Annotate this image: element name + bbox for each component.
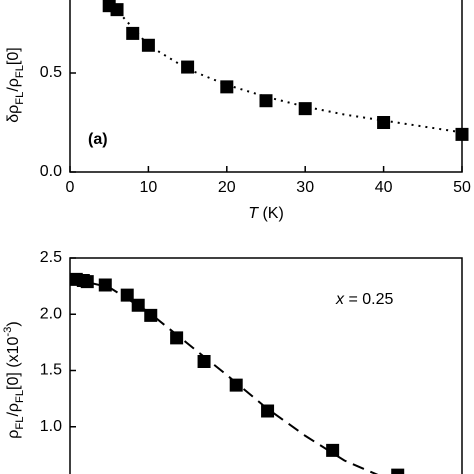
label-part: /ρ — [5, 78, 22, 92]
label-part: FL — [14, 390, 26, 403]
label-part: [0] — [5, 47, 22, 65]
data-point — [298, 102, 312, 116]
label-part: ) — [5, 321, 22, 326]
data-point — [80, 275, 94, 289]
label-part: -3 — [2, 327, 14, 337]
label-part: δρ — [5, 105, 22, 123]
data-point — [170, 331, 184, 345]
label-part: x — [335, 291, 345, 308]
data-point — [126, 26, 140, 40]
data-point — [455, 127, 469, 141]
y-tick-label: 2.0 — [40, 305, 62, 322]
label-part: [0] (x10 — [5, 336, 22, 389]
y-tick-label: 0.5 — [40, 64, 62, 81]
y-tick-label: 2.5 — [40, 249, 62, 266]
label-part: = 0.25 — [344, 291, 393, 308]
data-point — [98, 278, 112, 292]
label-part: FL — [14, 92, 26, 105]
data-point — [181, 60, 195, 74]
data-point — [141, 38, 155, 52]
data-point — [220, 80, 234, 94]
data-point — [391, 468, 405, 474]
label-part: (K) — [258, 205, 284, 222]
data-point — [120, 288, 134, 302]
label-part: FL — [14, 417, 26, 430]
data-point — [261, 404, 275, 418]
plot-frame — [69, 0, 463, 173]
annotation: x = 0.25 — [335, 291, 393, 308]
y-tick-label: 1.5 — [40, 362, 62, 379]
y-axis-label: ρFL/ρFL[0] (x10-3) — [2, 321, 26, 438]
fit-line — [69, 277, 379, 474]
y-tick-label: 0.0 — [40, 163, 62, 180]
fit-line — [108, 1, 463, 134]
y-tick-label: 1.0 — [40, 418, 62, 435]
data-point — [229, 378, 243, 392]
annotation: (a) — [88, 131, 108, 148]
x-tick-label: 20 — [218, 179, 236, 196]
label-part: T — [248, 205, 259, 222]
x-axis-label: T (K) — [248, 205, 284, 222]
data-point — [377, 116, 391, 129]
label-part: /ρ — [5, 403, 22, 417]
data-point — [259, 94, 273, 108]
x-tick-label: 40 — [375, 179, 393, 196]
label-part: ρ — [5, 430, 22, 439]
data-point — [326, 443, 340, 457]
x-tick-label: 10 — [140, 179, 158, 196]
data-point — [131, 298, 145, 312]
x-tick-label: 50 — [453, 179, 471, 196]
x-tick-label: 0 — [66, 179, 75, 196]
label-part: FL — [14, 65, 26, 78]
x-tick-label: 30 — [296, 179, 314, 196]
y-axis-label: δρFL/ρFL[0] — [5, 47, 26, 122]
data-point — [110, 3, 124, 17]
